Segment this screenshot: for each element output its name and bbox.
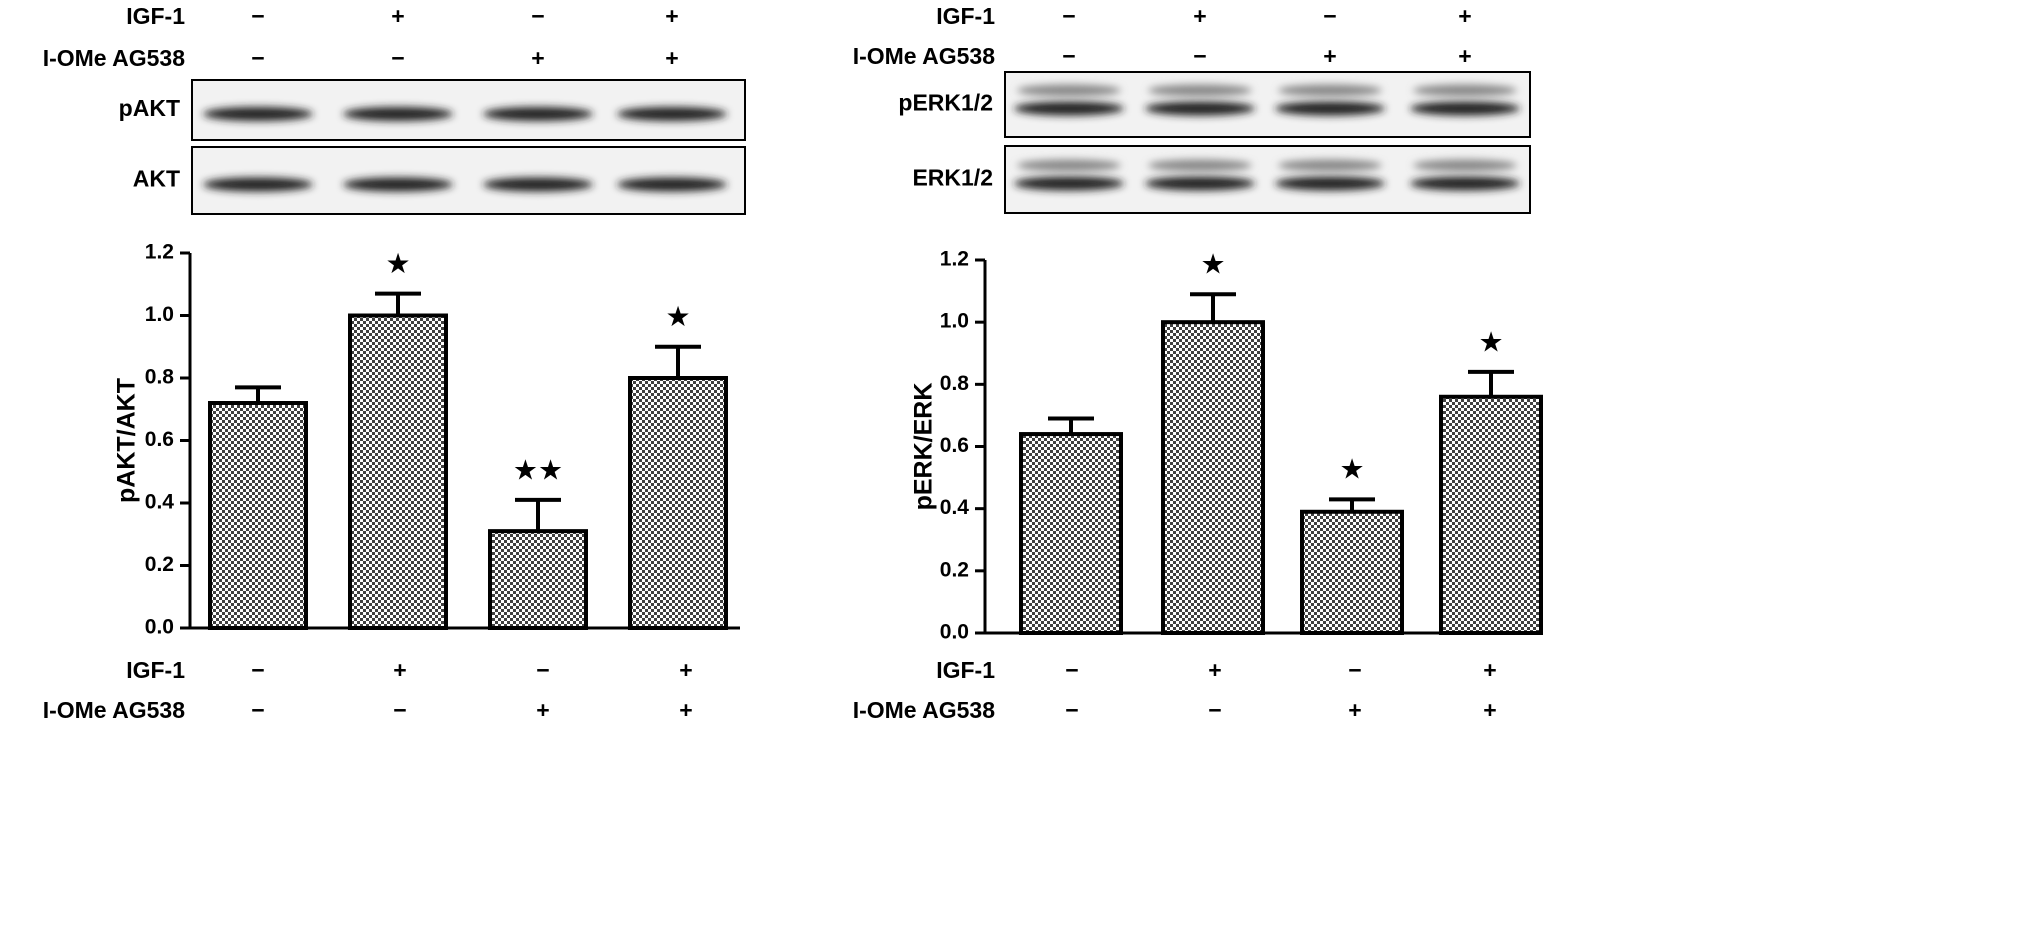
treatment-sign: − (1062, 3, 1075, 29)
treatment-sign: + (665, 45, 678, 71)
blot-band (617, 107, 727, 121)
y-tick-label: 1.0 (145, 303, 174, 326)
blot-band (1413, 84, 1517, 97)
bar (628, 376, 728, 630)
treatment-sign: − (1348, 657, 1361, 683)
bar (488, 529, 588, 630)
blot-band (1017, 159, 1121, 172)
y-axis-label: pERK/ERK (910, 383, 938, 511)
treatment-sign: − (1062, 43, 1075, 69)
treatment-sign: + (1323, 43, 1336, 69)
treatment-sign: + (679, 657, 692, 683)
blot-band (1278, 84, 1382, 97)
y-tick-label: 0.8 (940, 372, 970, 395)
treatment-sign: − (391, 45, 404, 71)
treatment-sign: + (665, 3, 678, 29)
blot-band (203, 107, 313, 121)
y-tick-label: 0.2 (145, 553, 174, 576)
treatment-label: I-OMe AG538 (43, 697, 186, 723)
treatment-sign: − (1323, 3, 1336, 29)
treatment-sign: + (1483, 697, 1496, 723)
blot-label: pAKT (119, 95, 180, 121)
treatment-sign: − (536, 657, 549, 683)
bar (1161, 320, 1265, 635)
treatment-sign: + (679, 697, 692, 723)
treatment-label: IGF-1 (936, 3, 995, 29)
bar (208, 401, 308, 630)
y-tick-label: 0.4 (145, 491, 175, 514)
treatment-sign: + (391, 3, 404, 29)
y-tick-label: 1.0 (940, 310, 969, 333)
y-tick-label: 1.2 (145, 241, 174, 264)
blot-band (1014, 101, 1124, 116)
treatment-label: IGF-1 (936, 657, 995, 683)
blot-band (343, 107, 453, 121)
blot-label: pERK1/2 (898, 90, 993, 116)
significance: ★ (1339, 454, 1364, 485)
y-tick-label: 0.0 (940, 621, 969, 644)
y-tick-label: 0.0 (145, 616, 174, 639)
blot-band (1278, 159, 1382, 172)
treatment-sign: + (531, 45, 544, 71)
treatment-sign: + (1193, 3, 1206, 29)
y-tick-label: 1.2 (940, 248, 969, 271)
significance: ★ (1478, 326, 1503, 357)
treatment-sign: + (1458, 43, 1471, 69)
y-tick-label: 0.8 (145, 366, 175, 389)
treatment-label: I-OMe AG538 (853, 697, 996, 723)
significance: ★★ (513, 454, 563, 485)
blot-band (617, 177, 727, 192)
blot-band (1275, 101, 1385, 116)
treatment-sign: − (251, 697, 264, 723)
bar (1019, 432, 1123, 636)
blot-band (1148, 84, 1252, 97)
blot-band (1148, 159, 1252, 172)
y-tick-label: 0.4 (940, 496, 970, 519)
treatment-sign: − (1193, 43, 1206, 69)
blot-band (1145, 176, 1255, 191)
treatment-label: IGF-1 (126, 657, 185, 683)
treatment-sign: + (536, 697, 549, 723)
treatment-sign: + (1458, 3, 1471, 29)
treatment-label: IGF-1 (126, 3, 185, 29)
treatment-sign: + (1483, 657, 1496, 683)
bar (348, 313, 448, 630)
treatment-sign: + (1208, 657, 1221, 683)
blot-band (1410, 176, 1520, 191)
blot-label: ERK1/2 (912, 165, 993, 191)
blot-band (483, 107, 593, 121)
blot-band (343, 177, 453, 192)
treatment-sign: − (1208, 697, 1221, 723)
y-tick-label: 0.2 (940, 558, 969, 581)
blot-band (1017, 84, 1121, 97)
treatment-sign: − (531, 3, 544, 29)
treatment-sign: + (1348, 697, 1361, 723)
treatment-sign: − (251, 45, 264, 71)
blot-band (203, 177, 313, 192)
bar (1439, 394, 1543, 635)
significance: ★ (665, 301, 690, 332)
blot-label: AKT (133, 166, 180, 192)
blot-band (483, 177, 593, 192)
bar (1300, 509, 1404, 635)
blot-band (1145, 101, 1255, 116)
treatment-sign: − (251, 3, 264, 29)
blot-band (1014, 176, 1124, 191)
significance: ★ (385, 248, 410, 279)
blot-band (1413, 159, 1517, 172)
y-tick-label: 0.6 (145, 428, 174, 451)
treatment-sign: − (1065, 657, 1078, 683)
treatment-label: I-OMe AG538 (853, 43, 996, 69)
blot-band (1275, 176, 1385, 191)
y-tick-label: 0.6 (940, 434, 969, 457)
treatment-sign: − (251, 657, 264, 683)
significance: ★ (1200, 249, 1225, 280)
blot-band (1410, 101, 1520, 116)
treatment-sign: + (393, 657, 406, 683)
treatment-sign: − (1065, 697, 1078, 723)
treatment-label: I-OMe AG538 (43, 45, 186, 71)
y-axis-label: pAKT/AKT (113, 378, 141, 503)
treatment-sign: − (393, 697, 406, 723)
